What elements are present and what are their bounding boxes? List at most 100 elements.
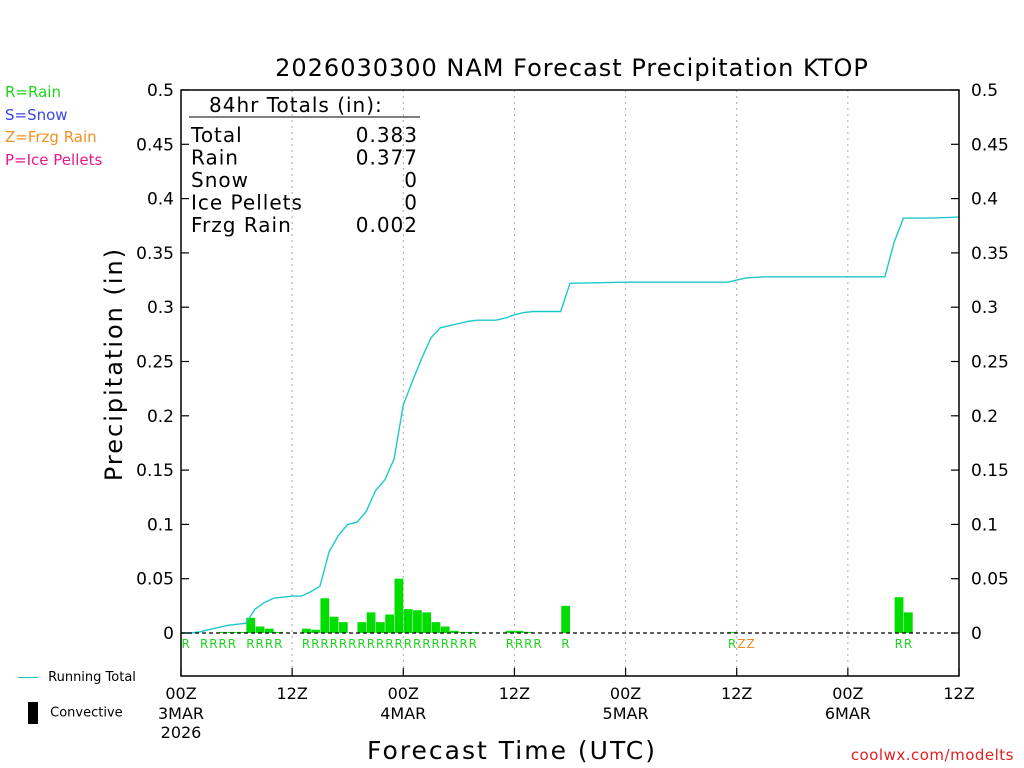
precip-type-letter: R [459, 637, 467, 651]
vertical-gridlines [291, 90, 849, 676]
precip-bar [274, 631, 283, 633]
y-tick-label-left: 0.5 [147, 81, 174, 101]
totals-row-label: Rain [191, 146, 239, 170]
precip-type-letter: R [200, 637, 208, 651]
precip-bar [366, 612, 376, 633]
precip-type-letter: R [320, 637, 328, 651]
y-tick-label-left: 0.25 [136, 353, 174, 373]
precip-bar [413, 610, 422, 633]
precip-type-letter: R [274, 637, 282, 651]
precip-type-letter: R [339, 637, 347, 651]
totals-rows: Total 0.383 Rain 0.377 Snow 0 Ice Pellets 0 Frzg… [190, 123, 418, 237]
x-tick-date: 6MAR [825, 704, 871, 723]
precip-bar [422, 612, 432, 633]
precip-type-letter: R [367, 637, 375, 651]
y-axis-ticks: 0 00.05 0.050.1 0.10.15 0.150.2 0.20.25 0.250.… [136, 81, 1009, 644]
precip-bar [338, 622, 348, 633]
precip-type-letter: R [181, 637, 189, 651]
running-total-line-group [181, 216, 960, 634]
running-total-legend: Running Total [18, 670, 136, 685]
precip-type-letter: R [533, 637, 541, 651]
precip-bar [403, 609, 413, 633]
y-tick-label-left: 0.3 [147, 298, 174, 318]
y-tick-label-right: 0.35 [971, 244, 1009, 264]
y-tick-label-left: 0.35 [136, 244, 174, 264]
running-total-swatch [18, 677, 38, 678]
y-tick-label-left: 0.4 [147, 190, 174, 210]
x-tick-year: 2026 [161, 723, 202, 742]
precip-type-letter: R [265, 637, 273, 651]
x-axis-label: Forecast Time (UTC) [367, 736, 657, 765]
plot-border [180, 89, 960, 677]
precip-bar [514, 630, 524, 633]
x-tick-date: 4MAR [380, 704, 426, 723]
convective-swatch [28, 702, 38, 724]
precip-type-letter: R [561, 637, 569, 651]
x-tick-time: 12Z [943, 684, 974, 703]
precip-bar [450, 630, 459, 633]
y-tick-label-left: 0.2 [147, 407, 174, 427]
precip-bar [246, 617, 256, 633]
y-tick-label-right: 0.3 [971, 298, 998, 318]
precip-type-letter: R [413, 637, 421, 651]
precip-type-letter: R [450, 637, 458, 651]
y-tick-label-left: 0.1 [147, 515, 174, 535]
precip-type-letter: R [311, 637, 319, 651]
precip-bar [727, 631, 737, 633]
totals-row-label: Frzg Rain [191, 213, 292, 237]
precip-bar [301, 628, 311, 633]
totals-row-label: Total [190, 123, 243, 147]
precip-type-letter: R [330, 637, 338, 651]
x-tick-date: 5MAR [603, 704, 649, 723]
totals-row-value: 0.377 [356, 146, 418, 170]
running-total-legend-label: Running Total [48, 670, 136, 685]
precip-type-letter: R [441, 637, 449, 651]
x-tick-time: 00Z [165, 684, 196, 703]
precip-type-letter: R [432, 637, 440, 651]
y-tick-label-right: 0.5 [971, 81, 998, 101]
x-tick-time: 00Z [610, 684, 641, 703]
legend-snow: S=Snow [5, 105, 68, 124]
legend-rain: R=Rain [5, 83, 61, 101]
precip-type-letter: R [256, 637, 264, 651]
precip-bar [311, 629, 320, 633]
x-tick-time: 12Z [276, 684, 307, 703]
y-tick-label-right: 0.15 [971, 461, 1009, 481]
y-tick-label-right: 0 [971, 624, 982, 644]
precip-bar [440, 626, 450, 633]
precip-type-letter: R [728, 637, 736, 651]
totals-row-value: 0.002 [356, 213, 418, 237]
precip-type-letter: R [404, 637, 412, 651]
x-tick-date: 3MAR [158, 704, 204, 723]
precip-type-letter: R [348, 637, 356, 651]
precip-type-letter: R [219, 637, 227, 651]
x-tick-time: 12Z [721, 684, 752, 703]
precip-type-letter: R [524, 637, 532, 651]
legend-frzg-rain: Z=Frzg Rain [5, 128, 97, 146]
precip-type-letter: Z [746, 637, 754, 651]
precip-type-letter: R [302, 637, 310, 651]
convective-legend-label: Convective [50, 705, 123, 721]
totals-row-label: Snow [191, 168, 249, 192]
plot-frame [180, 89, 960, 677]
x-tick-time: 12Z [499, 684, 530, 703]
totals-row-value: 0.383 [356, 123, 418, 147]
precip-bar [264, 628, 274, 633]
y-tick-label-right: 0.25 [971, 353, 1009, 373]
precip-type-letter: R [385, 637, 393, 651]
totals-row-value: 0 [404, 191, 418, 215]
y-tick-label-right: 0.45 [971, 135, 1009, 155]
precip-type-letter: Z [737, 637, 745, 651]
precip-bar [357, 622, 367, 633]
site-credit: coolwx.com/modelts [850, 746, 1014, 764]
precip-type-letter: R [246, 637, 254, 651]
precip-bar [394, 578, 404, 633]
y-tick-label-left: 0.45 [136, 135, 174, 155]
precip-type-letter: R [422, 637, 430, 651]
precip-bar [431, 622, 441, 633]
precip-bar [255, 626, 265, 633]
y-tick-label-left: 0.05 [136, 570, 174, 590]
precip-bar [561, 605, 570, 633]
